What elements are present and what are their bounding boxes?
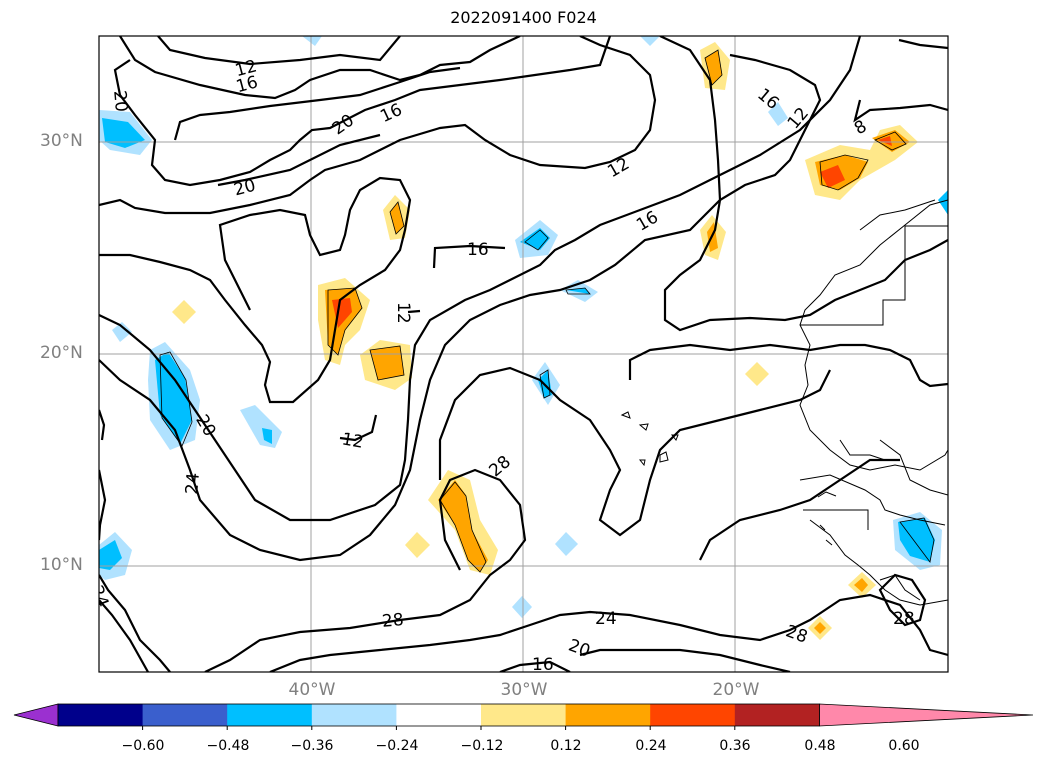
colorbar-tick-label: −0.60 [121,738,165,754]
colorbar-cell [481,704,567,726]
lat-label-20n: 20°N [40,343,83,363]
colorbar-tick-label: −0.12 [460,738,504,754]
colorbar-cell [311,704,397,726]
colorbar-cell [734,704,820,726]
contour-label: 12 [784,104,813,133]
colorbar-tick-label: 0.36 [719,738,751,754]
colorbar-cells [13,703,1034,730]
gridlines [99,36,948,672]
colorbar [13,703,1034,730]
map-frame [98,35,949,673]
colorbar-tick-label: 0.24 [635,738,667,754]
colorbar-tick-label: −0.24 [375,738,419,754]
contour-label: 24 [182,472,204,495]
colorbar-cell [58,704,144,726]
contour-label: 28 [783,621,810,647]
contour-label: 12 [604,154,633,182]
map-plot: 12 16 20 16 20 16 12 16 16 12 8 20 20 12… [98,35,949,675]
map-title: 2022091400 F024 [450,8,597,27]
contour-label: 20 [566,636,593,662]
contour-label: 20 [109,90,131,113]
contour-label: 24 [595,609,617,629]
colorbar-extension-high [819,703,1034,727]
contour-label: 20 [232,176,258,201]
contour-lines [99,36,948,672]
colorbar-cell [650,704,736,726]
lon-label-30w: 30°W [500,680,548,700]
colorbar-cell [565,704,651,726]
colorbar-tick-label: −0.48 [206,738,250,754]
lon-label-20w: 20°W [712,680,760,700]
lon-label-40w: 40°W [288,680,336,700]
contour-label: 8 [851,116,870,139]
colorbar-tick-label: 0.12 [550,738,582,754]
colorbar-cell [142,704,228,726]
contour-label: 16 [532,655,554,675]
colorbar-tick-label: 0.60 [888,738,920,754]
colorbar-cell [396,704,482,726]
colorbar-tick-label: 0.48 [804,738,836,754]
colorbar-tick-label: −0.36 [290,738,334,754]
contour-label: 12 [393,302,413,324]
colorbar-frame [57,703,820,727]
anomaly-outlines [159,49,935,573]
contour-label: 28 [893,609,915,629]
contour-label: 28 [381,610,404,632]
lat-label-30n: 30°N [40,131,83,151]
contour-label: 12 [340,429,365,452]
colorbar-extension-low [13,703,59,727]
lat-label-10n: 10°N [40,555,83,575]
colorbar-cell [227,704,313,726]
contour-label: 16 [467,240,489,260]
